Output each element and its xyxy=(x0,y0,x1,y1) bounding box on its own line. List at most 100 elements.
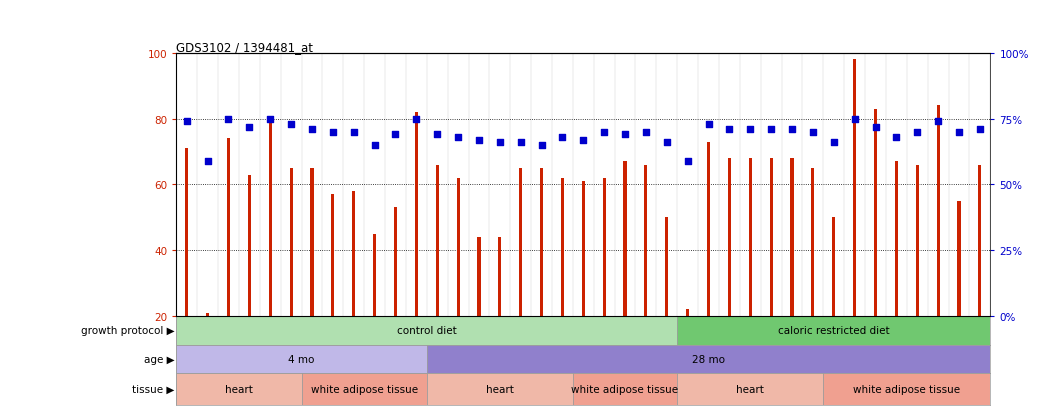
Point xyxy=(387,132,403,138)
Point xyxy=(574,137,591,144)
Bar xyxy=(498,237,501,316)
Point xyxy=(220,116,236,123)
Bar xyxy=(978,165,981,316)
Bar xyxy=(394,208,397,316)
Point xyxy=(721,126,737,133)
Bar xyxy=(644,165,647,316)
Bar xyxy=(427,373,572,405)
Point xyxy=(512,140,529,146)
Bar xyxy=(874,109,877,316)
Text: heart: heart xyxy=(486,384,513,394)
Bar xyxy=(811,169,814,316)
Text: heart: heart xyxy=(225,384,253,394)
Bar xyxy=(957,202,960,316)
Bar xyxy=(248,175,251,316)
Bar xyxy=(823,373,990,405)
Point xyxy=(325,129,341,136)
Bar xyxy=(666,218,669,316)
Bar xyxy=(415,113,418,316)
Bar xyxy=(436,165,439,316)
Bar xyxy=(561,178,564,316)
Bar xyxy=(353,192,356,316)
Bar xyxy=(176,345,427,373)
Point xyxy=(408,116,424,123)
Point xyxy=(471,137,487,144)
Point xyxy=(825,140,842,146)
Point xyxy=(366,142,383,149)
Point xyxy=(492,140,508,146)
Text: white adipose tissue: white adipose tissue xyxy=(571,384,678,394)
Bar xyxy=(302,373,427,405)
Bar xyxy=(331,195,334,316)
Bar xyxy=(686,310,690,316)
Bar xyxy=(916,165,919,316)
Bar xyxy=(289,169,292,316)
Point xyxy=(178,119,195,125)
Point xyxy=(199,158,216,165)
Bar xyxy=(769,159,773,316)
Point xyxy=(679,158,696,165)
Text: heart: heart xyxy=(736,384,764,394)
Bar xyxy=(677,373,823,405)
Text: 28 mo: 28 mo xyxy=(692,354,725,364)
Point xyxy=(972,126,988,133)
Bar xyxy=(540,169,543,316)
Point xyxy=(345,129,362,136)
Text: GDS3102 / 1394481_at: GDS3102 / 1394481_at xyxy=(176,41,313,54)
Text: white adipose tissue: white adipose tissue xyxy=(311,384,418,394)
Point xyxy=(805,129,821,136)
Point xyxy=(617,132,634,138)
Point xyxy=(658,140,675,146)
Bar xyxy=(707,142,710,316)
Bar xyxy=(456,178,459,316)
Point xyxy=(700,121,717,128)
Bar xyxy=(269,119,272,316)
Point xyxy=(304,126,320,133)
Bar xyxy=(227,139,230,316)
Bar xyxy=(936,106,940,316)
Text: growth protocol ▶: growth protocol ▶ xyxy=(81,325,174,335)
Text: tissue ▶: tissue ▶ xyxy=(132,384,174,394)
Point xyxy=(554,134,570,141)
Bar xyxy=(427,345,990,373)
Point xyxy=(784,126,801,133)
Bar xyxy=(728,159,731,316)
Bar xyxy=(790,159,793,316)
Bar xyxy=(602,178,606,316)
Bar xyxy=(206,313,209,316)
Point xyxy=(763,126,780,133)
Text: 4 mo: 4 mo xyxy=(288,354,314,364)
Bar xyxy=(895,162,898,316)
Point xyxy=(533,142,550,149)
Bar xyxy=(186,149,189,316)
Point xyxy=(951,129,968,136)
Bar xyxy=(176,316,677,345)
Point xyxy=(241,124,257,131)
Point xyxy=(596,129,613,136)
Bar xyxy=(853,60,857,316)
Bar xyxy=(833,218,836,316)
Bar xyxy=(623,162,626,316)
Point xyxy=(283,121,300,128)
Point xyxy=(429,132,446,138)
Point xyxy=(262,116,279,123)
Bar xyxy=(572,373,677,405)
Bar xyxy=(749,159,752,316)
Bar xyxy=(176,373,302,405)
Bar xyxy=(310,169,313,316)
Bar xyxy=(582,182,585,316)
Point xyxy=(888,134,904,141)
Point xyxy=(909,129,926,136)
Bar xyxy=(677,316,990,345)
Text: control diet: control diet xyxy=(397,325,456,335)
Point xyxy=(930,119,947,125)
Point xyxy=(742,126,759,133)
Point xyxy=(450,134,467,141)
Point xyxy=(638,129,654,136)
Bar xyxy=(477,237,480,316)
Bar xyxy=(520,169,523,316)
Text: white adipose tissue: white adipose tissue xyxy=(853,384,960,394)
Text: caloric restricted diet: caloric restricted diet xyxy=(778,325,890,335)
Point xyxy=(867,124,884,131)
Bar xyxy=(373,234,376,316)
